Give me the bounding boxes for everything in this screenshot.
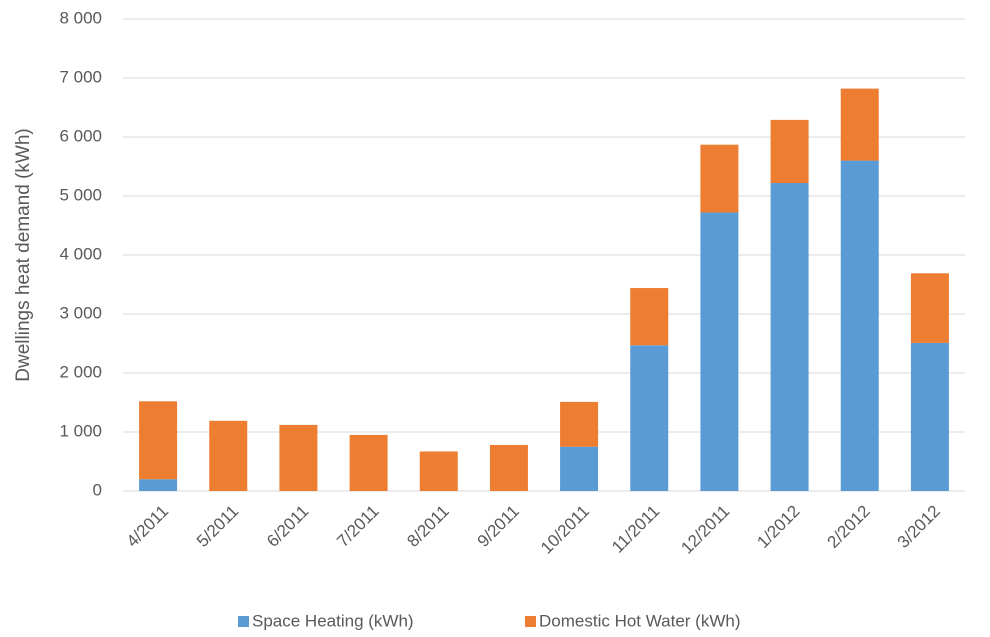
legend-label: Domestic Hot Water (kWh)	[539, 611, 741, 630]
bar-segment	[139, 401, 178, 480]
x-tick-label: 3/2012	[894, 502, 944, 552]
y-axis-label: Dwellings heat demand (kWh)	[13, 128, 34, 381]
x-tick-label: 12/2011	[677, 502, 733, 558]
bar-segment	[770, 183, 809, 491]
bar-segment	[770, 119, 809, 184]
bar-segment	[840, 160, 879, 491]
x-tick-label: 9/2011	[474, 502, 523, 551]
bar-segment	[560, 401, 599, 447]
x-tick-label: 11/2011	[608, 502, 663, 557]
bar-segment	[560, 446, 599, 491]
y-tick-label: 3 000	[59, 303, 102, 322]
y-tick-label: 2 000	[59, 362, 102, 381]
x-tick-label: 6/2011	[263, 502, 312, 551]
x-tick-label: 5/2011	[193, 502, 242, 551]
y-tick-label: 6 000	[59, 126, 102, 145]
x-tick-label: 1/2012	[753, 502, 803, 552]
y-tick-label: 8 000	[59, 8, 102, 27]
legend-swatch	[238, 616, 249, 627]
y-tick-label: 1 000	[59, 421, 102, 440]
bar-segment	[700, 212, 739, 491]
bar-segment	[910, 273, 949, 343]
y-tick-label: 5 000	[59, 185, 102, 204]
bar-segment	[419, 451, 458, 491]
y-tick-label: 7 000	[59, 67, 102, 86]
legend-label: Space Heating (kWh)	[252, 611, 414, 630]
x-tick-label: 2/2012	[824, 502, 874, 552]
bar-segment	[840, 88, 879, 161]
bar-segment	[700, 144, 739, 213]
y-tick-label: 4 000	[59, 244, 102, 263]
bar-segment	[910, 342, 949, 491]
bar-segment	[209, 420, 248, 491]
x-tick-label: 7/2011	[333, 502, 382, 551]
bar-segment	[489, 444, 528, 491]
bar-segment	[630, 345, 669, 491]
legend-swatch	[525, 616, 536, 627]
x-tick-label: 4/2011	[123, 502, 172, 551]
y-tick-label: 0	[93, 480, 102, 499]
bar-segment	[630, 288, 669, 346]
x-tick-label: 8/2011	[403, 502, 452, 551]
bar-segment	[349, 434, 388, 491]
bar-segment	[139, 479, 178, 491]
bar-segment	[279, 424, 318, 491]
x-tick-label: 10/2011	[537, 502, 593, 558]
